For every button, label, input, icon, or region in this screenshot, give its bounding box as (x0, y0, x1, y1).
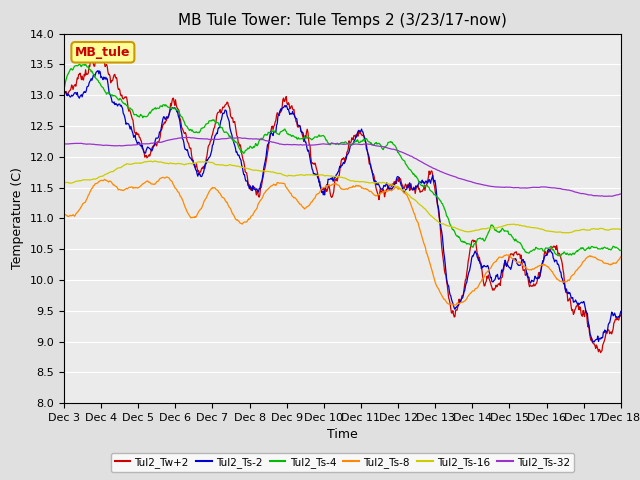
Legend: Tul2_Tw+2, Tul2_Ts-2, Tul2_Ts-4, Tul2_Ts-8, Tul2_Ts-16, Tul2_Ts-32: Tul2_Tw+2, Tul2_Ts-2, Tul2_Ts-4, Tul2_Ts… (111, 453, 574, 472)
Text: MB_tule: MB_tule (75, 46, 131, 59)
Title: MB Tule Tower: Tule Temps 2 (3/23/17-now): MB Tule Tower: Tule Temps 2 (3/23/17-now… (178, 13, 507, 28)
Y-axis label: Temperature (C): Temperature (C) (11, 168, 24, 269)
X-axis label: Time: Time (327, 429, 358, 442)
